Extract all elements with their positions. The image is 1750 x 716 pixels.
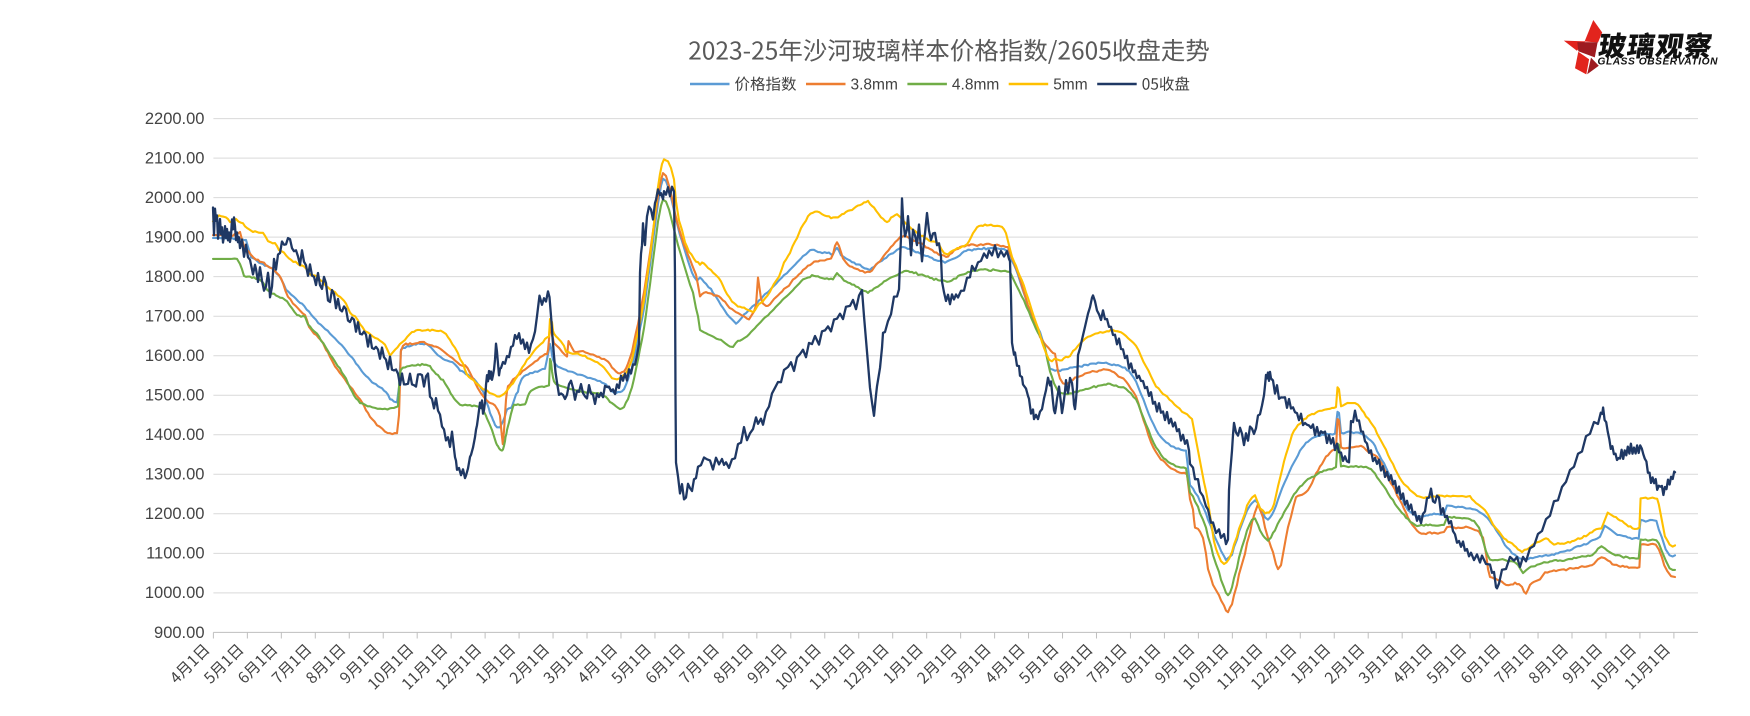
svg-text:2200.00: 2200.00 <box>145 110 205 128</box>
svg-text:4.8mm: 4.8mm <box>952 77 999 94</box>
svg-text:3.8mm: 3.8mm <box>851 77 898 94</box>
svg-text:1900.00: 1900.00 <box>145 229 205 247</box>
svg-text:2000.00: 2000.00 <box>145 189 205 207</box>
svg-text:1800.00: 1800.00 <box>145 268 205 286</box>
svg-text:1600.00: 1600.00 <box>145 347 205 365</box>
svg-text:1700.00: 1700.00 <box>145 308 205 326</box>
svg-text:900.00: 900.00 <box>154 624 204 642</box>
svg-text:1200.00: 1200.00 <box>145 505 205 523</box>
svg-text:GLASS OBSERVATION: GLASS OBSERVATION <box>1598 57 1719 68</box>
svg-text:1100.00: 1100.00 <box>146 545 204 563</box>
svg-text:2100.00: 2100.00 <box>145 150 205 168</box>
svg-text:1300.00: 1300.00 <box>145 466 205 484</box>
svg-text:5mm: 5mm <box>1053 77 1087 94</box>
svg-text:1000.00: 1000.00 <box>145 584 205 602</box>
svg-text:1400.00: 1400.00 <box>145 426 205 444</box>
svg-text:1500.00: 1500.00 <box>145 387 205 405</box>
